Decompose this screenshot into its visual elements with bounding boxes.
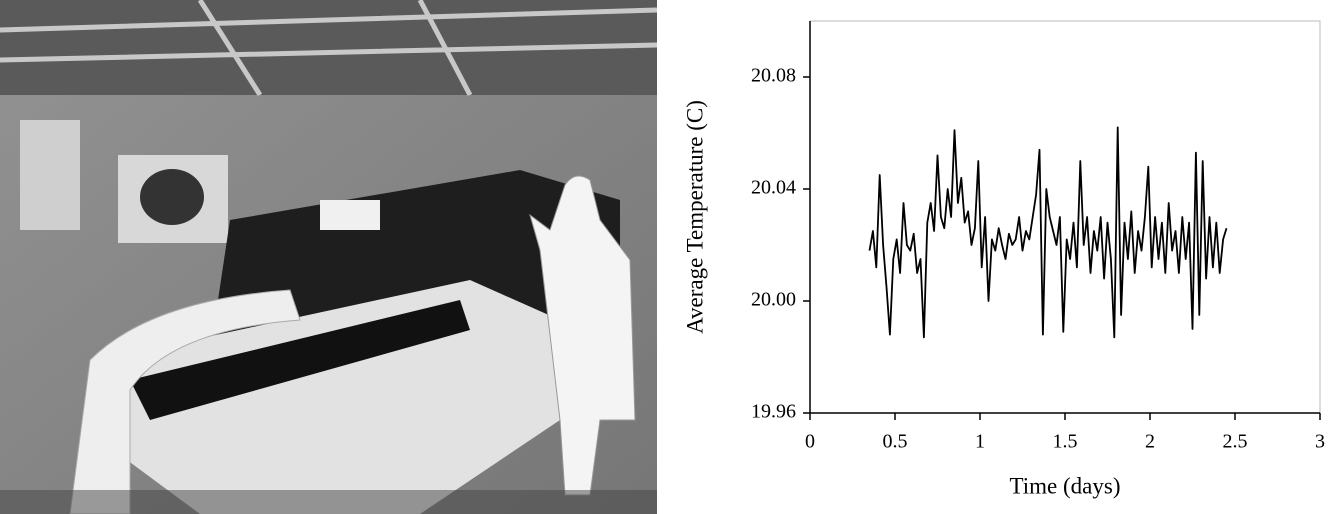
x-axis-label: Time (days) [1010,473,1121,498]
plot-frame [810,20,1321,413]
y-axis-label: Average Temperature (C) [682,100,707,334]
x-tick-label: 2.5 [1223,431,1248,453]
floor [0,490,657,514]
x-tick-label: 0.5 [883,431,908,453]
x-tick-label: 3 [1315,431,1325,453]
y-tick-label: 20.00 [751,289,796,311]
rail [130,300,470,420]
y-tick-label: 19.96 [751,401,796,423]
monitor-screen [140,169,204,225]
y-tick-label: 20.08 [751,65,796,87]
x-tick-label: 1 [975,431,985,453]
y-tick-label: 20.04 [751,177,796,199]
wall-panel [20,120,80,230]
data-line [868,126,1228,339]
x-tick-label: 2 [1145,431,1155,453]
table [100,280,560,514]
air-duct [69,289,301,514]
person [529,175,636,496]
x-tick-label: 0 [805,431,815,453]
box [320,200,380,230]
lab-photo [0,0,658,514]
plot: Time (days) Average Temperature (C) [682,100,1120,498]
ceiling-pipes [0,0,658,97]
x-tick-label: 1.5 [1053,431,1078,453]
